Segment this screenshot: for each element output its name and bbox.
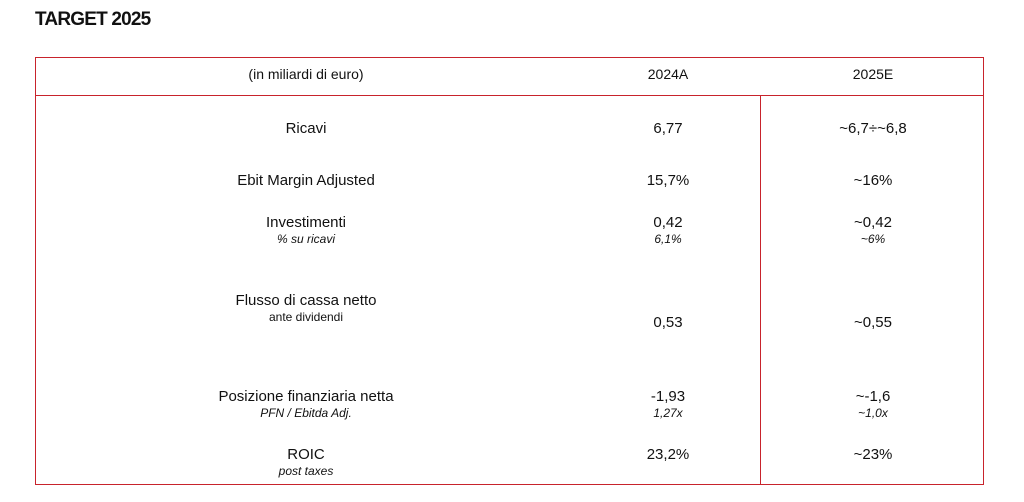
row-label-roic: ROIC post taxes (36, 446, 576, 478)
row-sublabel-text: PFN / Ebitda Adj. (260, 406, 352, 420)
value-2025-flusso: ~0,55 (761, 314, 985, 331)
value-sub-text: 1,27x (653, 406, 683, 420)
column-divider-2025 (760, 95, 761, 484)
value-sub-text: ~1,0x (858, 406, 888, 420)
value-text: ~0,42 (854, 214, 892, 231)
value-text: 15,7% (646, 172, 690, 189)
value-2025-pfn: ~-1,6 ~1,0x (761, 388, 985, 420)
row-label-text: ROIC (287, 446, 325, 463)
row-label-ricavi: Ricavi (36, 120, 576, 137)
value-text: ~-1,6 (855, 388, 891, 405)
row-label-pfn: Posizione finanziaria netta PFN / Ebitda… (36, 388, 576, 420)
value-2025-investimenti: ~0,42 ~6% (761, 214, 985, 246)
row-label-flusso: Flusso di cassa netto ante dividendi (36, 292, 576, 324)
row-sublabel-text: ante dividendi (268, 310, 344, 324)
header-divider (36, 95, 983, 96)
column-header-2024a: 2024A (647, 66, 689, 82)
value-text: ~0,55 (854, 314, 892, 331)
row-label-ebit: Ebit Margin Adjusted (36, 172, 576, 189)
unit-header: (in miliardi di euro) (248, 66, 364, 82)
value-2024-flusso: 0,53 (576, 314, 760, 331)
value-2025-ricavi: ~6,7÷~6,8 (761, 120, 985, 137)
value-2024-ebit: 15,7% (576, 172, 760, 189)
value-text: 0,53 (653, 314, 683, 331)
value-text: ~23% (853, 446, 893, 463)
value-2024-investimenti: 0,42 6,1% (576, 214, 760, 246)
value-2024-pfn: -1,93 1,27x (576, 388, 760, 420)
value-text: 0,42 (653, 214, 683, 231)
row-label-text: Flusso di cassa netto (235, 292, 377, 309)
value-2025-roic: ~23% (761, 446, 985, 463)
row-label-text: Ricavi (285, 120, 327, 137)
value-sub-text: ~6% (860, 232, 886, 246)
value-text: 6,77 (653, 120, 683, 137)
target-table: (in miliardi di euro) 2024A 2025E Ricavi… (35, 57, 984, 485)
row-label-text: Posizione finanziaria netta (218, 388, 394, 405)
row-sublabel-text: post taxes (278, 464, 334, 478)
value-text: 23,2% (646, 446, 690, 463)
column-header-2025e: 2025E (852, 66, 894, 82)
value-2024-ricavi: 6,77 (576, 120, 760, 137)
value-text: ~6,7÷~6,8 (839, 120, 907, 137)
page-title: TARGET 2025 (35, 9, 151, 30)
row-label-investimenti: Investimenti % su ricavi (36, 214, 576, 246)
row-sublabel-text: % su ricavi (276, 232, 335, 246)
value-text: -1,93 (650, 388, 686, 405)
row-label-text: Investimenti (265, 214, 347, 231)
value-2024-roic: 23,2% (576, 446, 760, 463)
value-2025-ebit: ~16% (761, 172, 985, 189)
value-text: ~16% (853, 172, 893, 189)
value-sub-text: 6,1% (654, 232, 682, 246)
row-label-text: Ebit Margin Adjusted (237, 172, 375, 189)
